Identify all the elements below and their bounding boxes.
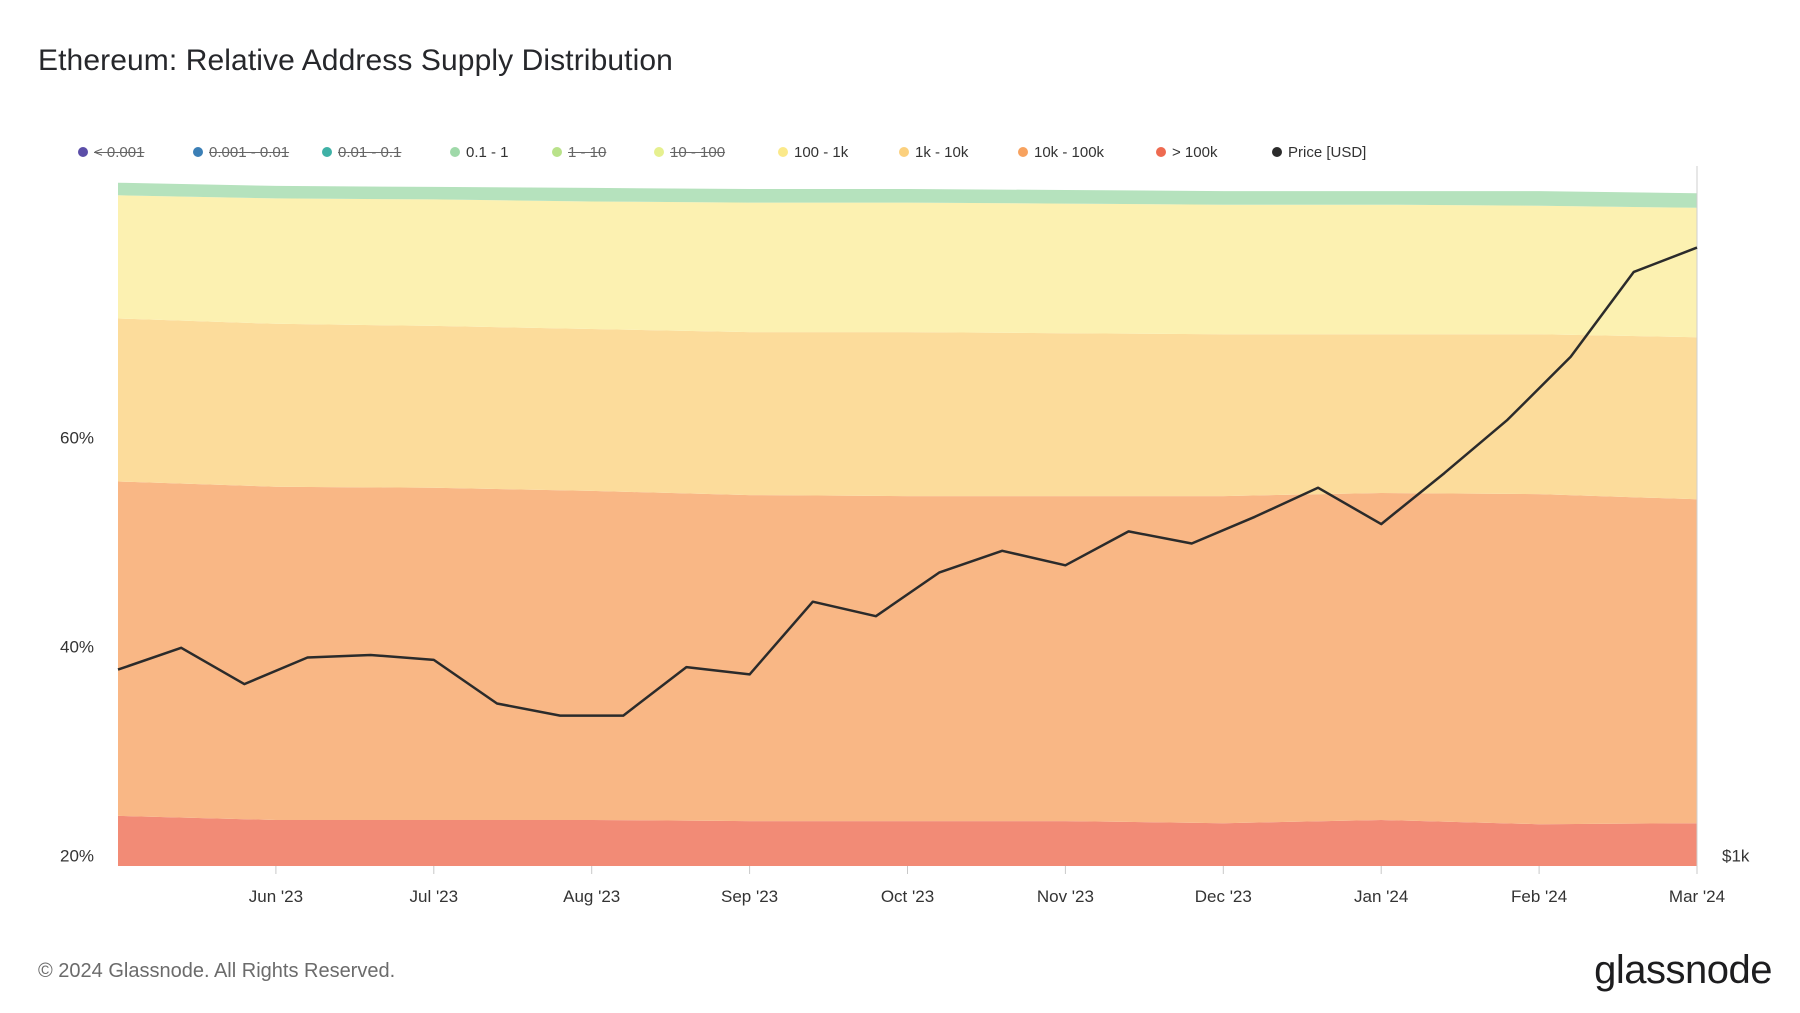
legend-dot-icon (654, 147, 664, 157)
legend-dot-icon (552, 147, 562, 157)
x-tick-label: Oct '23 (881, 887, 934, 906)
legend-item[interactable]: > 100k (1156, 144, 1272, 161)
legend-item[interactable]: < 0.001 (78, 144, 193, 161)
x-tick-label: Nov '23 (1037, 887, 1094, 906)
y-tick-label: 60% (60, 429, 94, 448)
x-tick-label: Mar '24 (1669, 887, 1725, 906)
legend-item[interactable]: 10 - 100 (654, 144, 778, 161)
legend-dot-icon (1018, 147, 1028, 157)
legend-label: > 100k (1172, 143, 1218, 161)
y-tick-label: 20% (60, 847, 94, 866)
legend-dot-icon (322, 147, 332, 157)
area-series (118, 195, 1697, 338)
legend-label: 10 - 100 (670, 143, 726, 161)
glassnode-logo: glassnode (1594, 948, 1772, 992)
legend-dot-icon (1156, 147, 1166, 157)
legend-label: 0.01 - 0.1 (338, 143, 402, 161)
copyright-footer: © 2024 Glassnode. All Rights Reserved. (38, 960, 396, 982)
area-series (118, 481, 1697, 825)
legend-label: 0.001 - 0.01 (209, 143, 290, 161)
legend-item[interactable]: Price [USD] (1272, 144, 1402, 161)
legend-label: 100 - 1k (794, 143, 849, 161)
legend-label: 10k - 100k (1034, 143, 1105, 161)
legend-item[interactable]: 0.1 - 1 (450, 144, 552, 161)
legend: < 0.001 0.001 - 0.01 0.01 - 0.1 0.1 - 1 1 - … (78, 140, 1402, 164)
price-line (117, 246, 1698, 717)
legend-item[interactable]: 10k - 100k (1018, 144, 1156, 161)
legend-item[interactable]: 100 - 1k (778, 144, 899, 161)
x-tick-label: Aug '23 (563, 887, 620, 906)
chart-area: 20% 40% 60% $1k Jun '23 Jul '23 Aug '23 Sep '23… (60, 166, 1750, 906)
area-series (118, 182, 1697, 208)
legend-label: 0.1 - 1 (466, 143, 509, 161)
legend-label: 1 - 10 (568, 143, 607, 161)
x-tick-label: Feb '24 (1511, 887, 1567, 906)
y-right-tick-label: $1k (1722, 847, 1750, 866)
legend-dot-icon (78, 147, 88, 157)
legend-dot-icon (193, 147, 203, 157)
legend-dot-icon (899, 147, 909, 157)
legend-item[interactable]: 1 - 10 (552, 144, 654, 161)
x-tick-label: Jan '24 (1354, 887, 1408, 906)
y-tick-label: 40% (60, 638, 94, 657)
legend-dot-icon (450, 147, 460, 157)
legend-item[interactable]: 0.01 - 0.1 (322, 144, 450, 161)
x-tick-label: Dec '23 (1195, 887, 1252, 906)
legend-label: 1k - 10k (915, 143, 969, 161)
area-series (118, 318, 1697, 500)
legend-item[interactable]: 0.001 - 0.01 (193, 144, 322, 161)
legend-item[interactable]: 1k - 10k (899, 144, 1018, 161)
x-tick-label: Jul '23 (409, 887, 458, 906)
area-series (118, 815, 1697, 866)
x-tick-label: Sep '23 (721, 887, 778, 906)
legend-label: < 0.001 (94, 143, 145, 161)
legend-dot-icon (778, 147, 788, 157)
chart-title: Ethereum: Relative Address Supply Distri… (38, 44, 673, 77)
x-tick-label: Jun '23 (249, 887, 303, 906)
legend-dot-icon (1272, 147, 1282, 157)
legend-label: Price [USD] (1288, 143, 1367, 161)
